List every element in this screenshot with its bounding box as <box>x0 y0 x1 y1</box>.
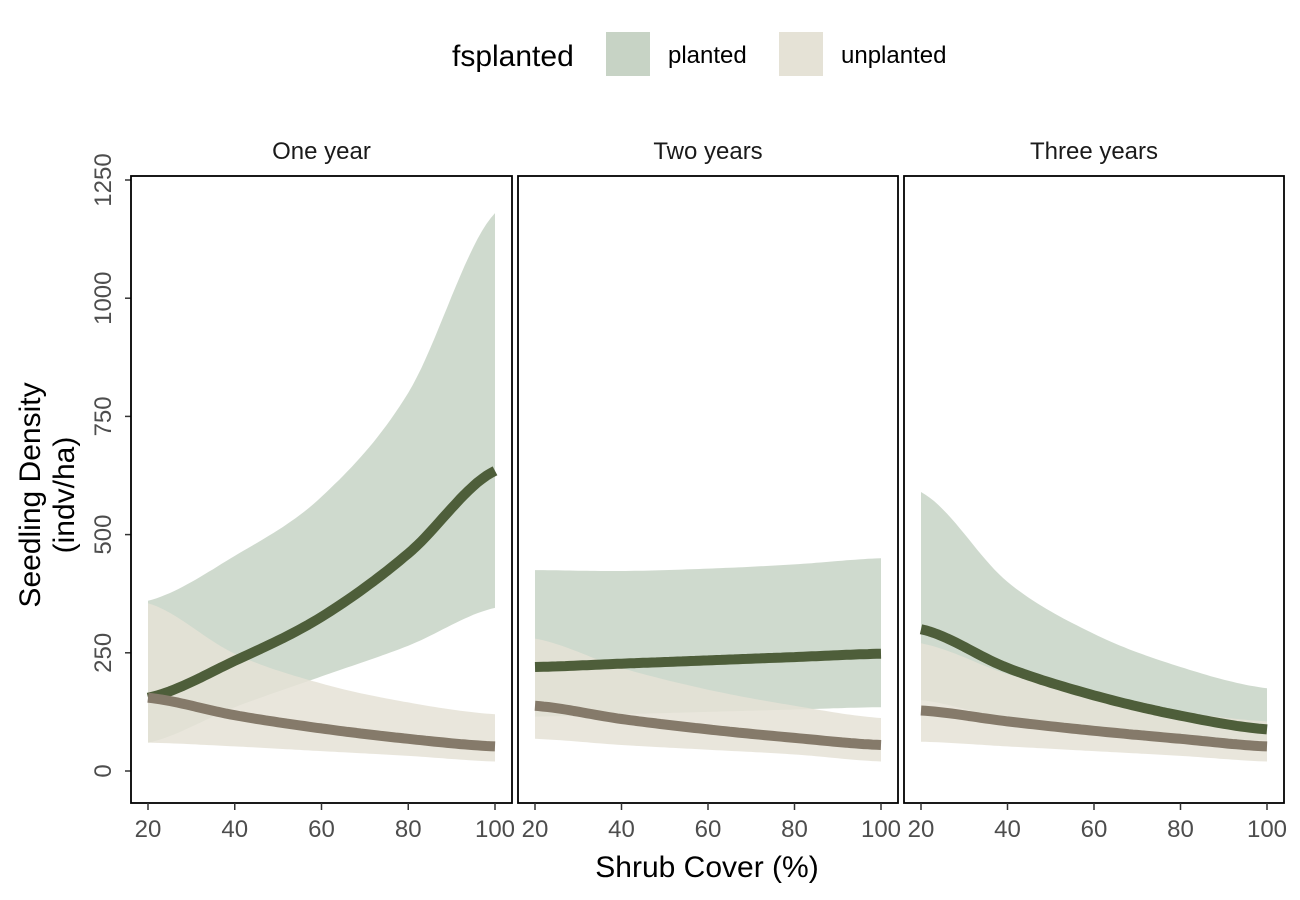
x-tick-label: 20 <box>908 816 935 843</box>
y-tick-label: 1000 <box>90 272 117 325</box>
line-planted <box>534 648 882 672</box>
panel-plot-area <box>146 213 498 762</box>
x-tick-label: 40 <box>608 816 635 843</box>
panel-plot-area <box>534 558 882 762</box>
y-tick-label: 250 <box>90 633 117 673</box>
legend-title: fsplanted <box>452 40 574 73</box>
x-tick-label: 80 <box>781 816 808 843</box>
y-tick-label: 500 <box>90 515 117 555</box>
x-tick-label: 20 <box>135 816 162 843</box>
panel-title: One year <box>272 138 371 165</box>
panel-plot-area <box>919 492 1268 762</box>
line-unplanted <box>147 692 496 752</box>
legend-label-planted: planted <box>668 42 747 69</box>
x-tick-label: 20 <box>522 816 549 843</box>
panel-3: Three years 20 40 60 80 100 <box>903 138 1287 843</box>
panel-title: Three years <box>1030 138 1158 165</box>
x-tick-label: 80 <box>1167 816 1194 843</box>
panel-title: Two years <box>653 138 762 165</box>
x-tick-label: 40 <box>994 816 1021 843</box>
x-axis-title: Shrub Cover (%) <box>595 851 818 884</box>
ribbon-unplanted <box>921 643 1267 762</box>
ribbon-planted <box>148 213 495 743</box>
ribbon-unplanted <box>535 638 881 762</box>
y-axis-title-line-1: Seedling Density <box>14 382 47 607</box>
y-axis: 0 250 500 750 1000 1250 <box>90 153 131 778</box>
x-tick-label: 80 <box>395 816 422 843</box>
x-tick-label: 100 <box>861 816 901 843</box>
y-axis-title: Seedling Density (indv/ha) <box>14 382 81 607</box>
x-tick-label: 60 <box>695 816 722 843</box>
y-tick-label: 0 <box>90 764 117 777</box>
x-tick-label: 100 <box>475 816 515 843</box>
legend-label-unplanted: unplanted <box>841 42 946 69</box>
legend-key-planted <box>606 32 650 76</box>
line-unplanted <box>534 700 882 750</box>
legend-key-unplanted <box>779 32 823 76</box>
x-tick-label: 100 <box>1247 816 1287 843</box>
panel-2: Two years 20 40 60 80 100 <box>517 138 901 843</box>
x-tick-label: 40 <box>221 816 248 843</box>
y-tick-label: 750 <box>90 396 117 436</box>
y-tick-label: 1250 <box>90 153 117 206</box>
panel-1: One year 20 40 60 80 100 <box>130 138 515 843</box>
x-tick-label: 60 <box>308 816 335 843</box>
ribbon-unplanted <box>148 603 495 762</box>
legend: fsplanted planted unplanted <box>452 32 946 76</box>
line-unplanted <box>920 705 1268 752</box>
line-planted <box>919 624 1268 735</box>
line-planted <box>146 466 498 703</box>
x-tick-label: 60 <box>1081 816 1108 843</box>
y-axis-title-line-2: (indv/ha) <box>48 437 81 554</box>
